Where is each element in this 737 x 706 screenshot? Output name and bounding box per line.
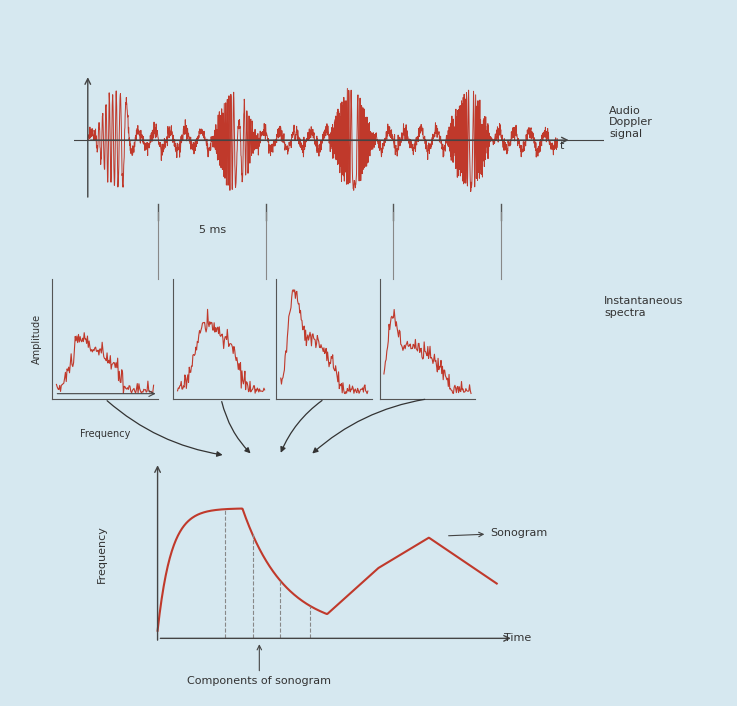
Text: Amplitude: Amplitude xyxy=(32,314,42,364)
Text: 5 ms: 5 ms xyxy=(199,225,226,234)
Text: Components of sonogram: Components of sonogram xyxy=(187,645,332,686)
Text: Instantaneous
spectra: Instantaneous spectra xyxy=(604,297,684,318)
Text: t: t xyxy=(560,141,565,151)
Text: Frequency: Frequency xyxy=(97,525,106,583)
Text: Time: Time xyxy=(503,633,531,643)
Text: Sonogram: Sonogram xyxy=(449,528,547,538)
Text: Frequency: Frequency xyxy=(80,429,130,439)
Text: Audio
Doppler
signal: Audio Doppler signal xyxy=(609,106,653,139)
